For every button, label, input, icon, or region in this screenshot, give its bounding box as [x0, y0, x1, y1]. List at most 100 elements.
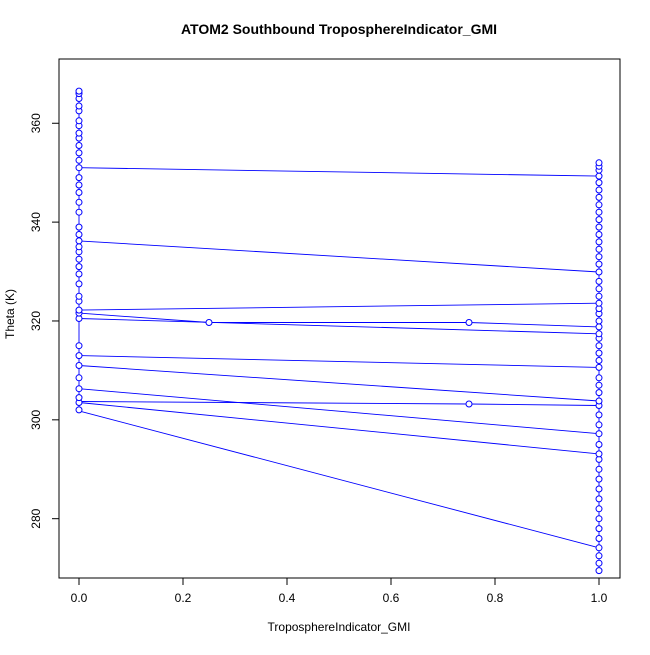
data-point-39 [75, 102, 83, 110]
data-point-21 [75, 243, 83, 251]
data-point-72 [595, 323, 603, 331]
y-tick-label-2: 320 [29, 311, 43, 331]
data-point-62 [595, 397, 603, 405]
data-point-13 [75, 306, 83, 314]
x-tick-label-5: 1.0 [591, 591, 608, 605]
data-point-1 [465, 319, 473, 326]
data-point-77 [595, 292, 603, 300]
y-tick-label-1: 300 [29, 409, 43, 429]
data-point-59 [595, 421, 603, 429]
data-point-18 [75, 263, 83, 271]
data-point-88 [595, 208, 603, 216]
data-point-84 [595, 238, 603, 246]
series-line-10 [78, 402, 600, 455]
chart-title: ATOM2 Southbound TroposphereIndicator_GM… [181, 21, 497, 37]
data-point-47 [595, 535, 603, 542]
data-point-83 [595, 245, 603, 253]
data-point-56 [595, 450, 603, 458]
data-point-8 [75, 362, 83, 369]
data-point-76 [595, 299, 603, 307]
data-point-32 [75, 149, 83, 157]
data-point-17 [75, 270, 83, 278]
data-point-50 [595, 505, 603, 513]
data-point-52 [595, 485, 603, 493]
data-point-0 [205, 319, 213, 326]
data-point-25 [75, 208, 83, 216]
data-point-45 [595, 552, 603, 560]
series-points [75, 87, 603, 575]
data-point-26 [75, 198, 83, 206]
data-point-60 [595, 411, 603, 419]
y-tick-label-4: 360 [29, 113, 43, 133]
data-point-22 [75, 237, 83, 245]
data-point-57 [595, 441, 603, 448]
data-point-54 [595, 465, 603, 473]
series-line-9 [78, 410, 600, 549]
data-point-42 [75, 87, 83, 95]
data-point-90 [595, 193, 603, 201]
data-point-69 [595, 342, 603, 350]
data-point-58 [595, 430, 603, 438]
data-point-73 [595, 317, 603, 325]
data-point-2 [465, 400, 473, 408]
data-point-64 [595, 381, 603, 389]
data-point-30 [75, 164, 83, 172]
series-line-0 [78, 167, 600, 177]
data-point-33 [75, 142, 83, 149]
data-point-46 [595, 544, 603, 552]
data-point-87 [595, 216, 603, 224]
x-tick-label-0: 0.0 [71, 591, 88, 605]
plot-frame [58, 58, 621, 579]
data-point-96 [595, 159, 603, 167]
data-point-48 [595, 525, 603, 533]
x-axis-label: TroposphereIndicator_GMI [268, 620, 411, 634]
y-tick-label-3: 340 [29, 212, 43, 232]
data-point-81 [595, 260, 603, 268]
data-point-44 [595, 559, 603, 567]
series-line-1 [78, 240, 600, 273]
data-point-89 [595, 201, 603, 209]
data-point-78 [595, 285, 603, 293]
data-point-16 [75, 280, 83, 288]
series-line-6 [78, 365, 600, 402]
data-point-53 [595, 475, 603, 483]
y-tick-label-0: 280 [29, 508, 43, 528]
data-point-66 [595, 363, 603, 371]
x-tick-label-3: 0.6 [383, 591, 400, 605]
series-line-2 [78, 302, 600, 311]
data-point-93 [595, 172, 603, 180]
x-tick-label-4: 0.8 [487, 591, 504, 605]
data-point-91 [595, 186, 603, 194]
data-point-9 [75, 352, 83, 360]
data-point-82 [595, 253, 603, 261]
data-point-5 [75, 394, 83, 402]
data-point-86 [595, 223, 603, 231]
data-point-63 [595, 389, 603, 397]
data-point-67 [595, 357, 603, 364]
data-point-24 [75, 223, 83, 231]
data-point-3 [75, 406, 83, 414]
data-point-19 [75, 255, 83, 263]
data-point-92 [595, 179, 603, 187]
data-point-7 [75, 374, 83, 382]
data-point-23 [75, 231, 83, 238]
data-point-65 [595, 374, 603, 382]
series-line-7 [78, 388, 600, 435]
data-point-35 [75, 129, 83, 137]
x-tick-label-1: 0.2 [175, 591, 192, 605]
data-point-37 [75, 117, 83, 125]
data-point-28 [75, 181, 83, 189]
data-point-68 [595, 349, 603, 357]
data-point-6 [75, 385, 83, 393]
data-point-15 [75, 292, 83, 300]
data-point-79 [595, 277, 603, 285]
data-point-27 [75, 189, 83, 196]
x-tick-label-2: 0.4 [279, 591, 296, 605]
series-lines [78, 91, 600, 571]
data-point-43 [595, 567, 603, 575]
data-point-80 [595, 268, 603, 276]
data-point-71 [595, 330, 603, 338]
series-line-5 [78, 355, 600, 368]
data-point-10 [75, 342, 83, 350]
